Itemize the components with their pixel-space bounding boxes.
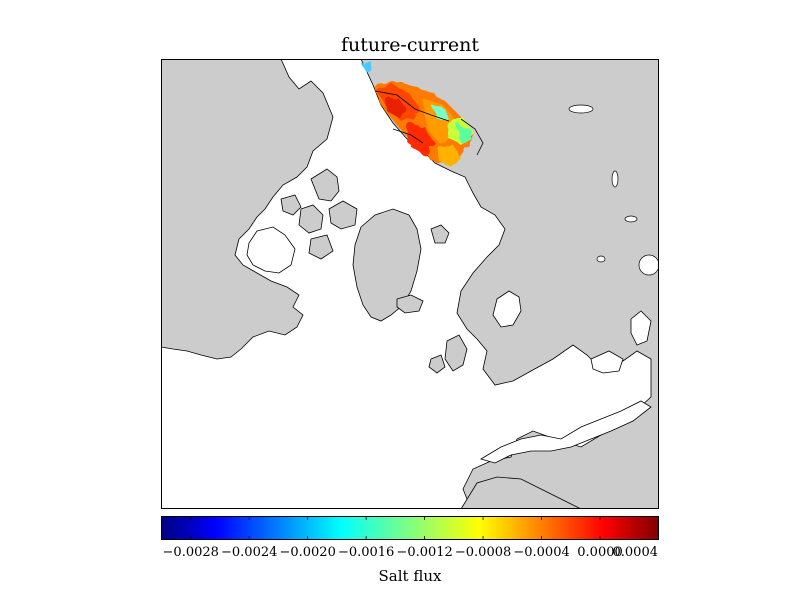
lakes (568, 104, 659, 276)
land-svalbard (430, 224, 450, 244)
land-north-america (161, 59, 334, 360)
colorbar-tick-label: 0.0004 (613, 545, 659, 560)
caspian-sea (630, 310, 652, 346)
hudson-bay (246, 226, 296, 274)
land-africa (460, 476, 582, 509)
colorbar-label: Salt flux (378, 567, 442, 585)
land-british-isles (428, 334, 468, 374)
colorbar: −0.0028 −0.0024 −0.0020 −0.0016 −0.0012 −0.00… (161, 516, 659, 560)
colorbar-ticks: −0.0028 −0.0024 −0.0020 −0.0016 −0.0012 −0.00… (163, 516, 659, 560)
colorbar-tick-label: −0.0004 (513, 545, 569, 560)
colorbar-tick-label: −0.0012 (396, 545, 452, 560)
colorbar-tick-label: −0.0024 (221, 545, 277, 560)
colorbar-tick-label: 0.0000 (577, 545, 623, 560)
land-arctic-islands (280, 168, 358, 260)
mediterranean-sea (480, 400, 652, 464)
map-frame (161, 59, 659, 509)
baltic-sea (492, 290, 522, 328)
polar-map (161, 59, 659, 509)
map-title: future-current (340, 34, 480, 56)
colorbar-tick-label: −0.0016 (338, 545, 394, 560)
colorbar-tick-label: −0.0008 (455, 545, 511, 560)
colorbar-tick-label: −0.0020 (279, 545, 335, 560)
coastline-detail (374, 90, 484, 156)
black-sea (590, 350, 624, 374)
salt-flux-field (361, 61, 473, 167)
colorbar-tick-label: −0.0028 (163, 545, 219, 560)
colorbar-gradient (161, 516, 659, 540)
land-iceland (396, 294, 424, 314)
